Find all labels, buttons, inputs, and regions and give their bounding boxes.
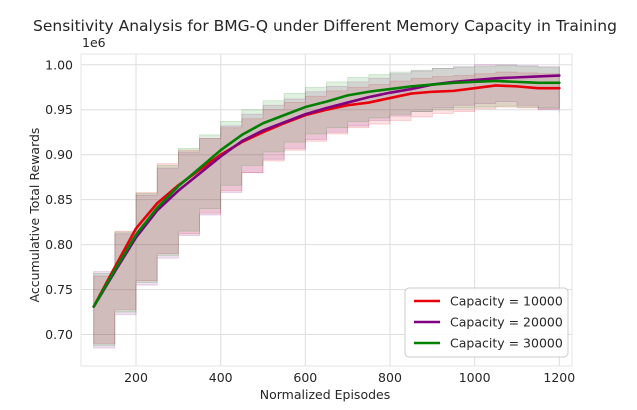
y-tick-label: 0.80 xyxy=(45,237,73,252)
y-tick-label: 0.95 xyxy=(45,102,73,117)
legend-label-1: Capacity = 10000 xyxy=(450,294,563,309)
y-tick-label: 1.00 xyxy=(45,57,73,72)
y-axis-label: Accumulative Total Rewards xyxy=(27,128,42,303)
legend: Capacity = 10000 Capacity = 20000 Capacity… xyxy=(404,287,569,358)
y-tick-label: 0.85 xyxy=(45,192,73,207)
confidence-band-3 xyxy=(93,65,560,346)
series-lines xyxy=(92,74,561,308)
y-tick-label: 0.90 xyxy=(45,147,73,162)
chart-title: Sensitivity Analysis for BMG-Q under Dif… xyxy=(33,17,617,35)
legend-box xyxy=(404,287,569,358)
series-line-2 xyxy=(92,74,561,308)
legend-label-3: Capacity = 30000 xyxy=(450,336,563,351)
confidence-band-2 xyxy=(93,64,560,349)
x-tick-label: 600 xyxy=(293,370,317,385)
x-tick-label: 1200 xyxy=(543,370,575,385)
series-line-3 xyxy=(92,79,561,308)
x-tick-label: 400 xyxy=(209,370,233,385)
x-tick-label: 800 xyxy=(378,370,402,385)
y-axis-offset-label: 1e6 xyxy=(82,35,106,50)
y-tick-label: 0.75 xyxy=(45,282,73,297)
tick-labels: 200 400 600 800 1000 1200 0.70 0.75 0.80 0.85 0.90… xyxy=(45,57,575,385)
x-tick-label: 1000 xyxy=(459,370,491,385)
x-axis-label: Normalized Episodes xyxy=(260,387,390,402)
y-tick-label: 0.70 xyxy=(45,327,73,342)
legend-label-2: Capacity = 20000 xyxy=(450,315,563,330)
confidence-band-1 xyxy=(93,71,560,344)
x-tick-label: 200 xyxy=(124,370,148,385)
series-line-1 xyxy=(92,84,561,308)
confidence-bands xyxy=(93,64,560,349)
